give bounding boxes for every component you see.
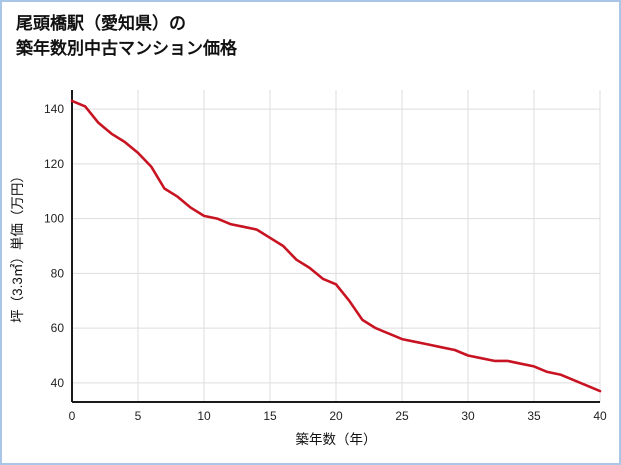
x-tick-label: 40	[593, 409, 607, 423]
x-tick-label: 5	[135, 409, 142, 423]
price-line	[70, 99, 602, 393]
x-tick-label: 25	[395, 409, 409, 423]
y-tick-label: 140	[44, 102, 64, 116]
y-tick-label: 60	[51, 321, 65, 335]
chart-title-line1: 尾頭橋駅（愛知県）の	[16, 14, 186, 33]
x-tick-label: 10	[197, 409, 211, 423]
x-tick-label: 30	[461, 409, 475, 423]
y-tick-label: 100	[44, 212, 64, 226]
x-tick-label: 0	[69, 409, 76, 423]
x-tick-label: 20	[329, 409, 343, 423]
x-axis-label: 築年数（年）	[296, 432, 377, 447]
x-tick-label: 35	[527, 409, 541, 423]
chart-title: 尾頭橋駅（愛知県）の 築年数別中古マンション価格	[16, 12, 237, 61]
chart-title-line2: 築年数別中古マンション価格	[16, 38, 237, 58]
y-tick-label: 80	[51, 266, 65, 280]
y-axis-label: 坪（3.3㎡）単価（万円）	[10, 169, 25, 323]
x-tick-label: 15	[263, 409, 277, 423]
y-tick-label: 40	[51, 376, 65, 390]
y-tick-label: 120	[44, 157, 64, 171]
